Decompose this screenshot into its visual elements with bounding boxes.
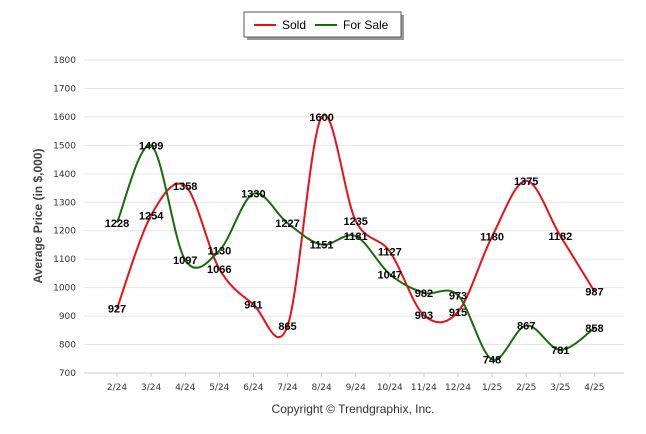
data-label-sold: 1235 bbox=[343, 216, 367, 228]
grid-lines bbox=[84, 59, 624, 374]
series-line-for-sale bbox=[116, 144, 595, 361]
data-label-for-sale: 858 bbox=[585, 323, 603, 335]
data-label-sold: 1066 bbox=[207, 264, 231, 276]
y-tick-label: 1000 bbox=[53, 284, 76, 294]
data-label-for-sale: 1151 bbox=[310, 240, 334, 252]
data-label-sold: 1358 bbox=[173, 181, 197, 193]
y-tick-label: 1400 bbox=[53, 170, 76, 180]
x-tick-label: 5/24 bbox=[209, 383, 229, 393]
series-lines bbox=[116, 113, 596, 361]
data-label-sold: 987 bbox=[585, 286, 603, 298]
series-line-sold bbox=[116, 113, 596, 338]
data-label-for-sale: 973 bbox=[449, 290, 467, 302]
y-tick-label: 1600 bbox=[53, 113, 76, 123]
y-tick-label: 700 bbox=[59, 369, 76, 379]
y-tick-label: 1700 bbox=[53, 84, 76, 94]
y-tick-label: 1100 bbox=[53, 255, 76, 265]
y-tick-label: 1800 bbox=[53, 56, 76, 66]
data-label-sold: 1254 bbox=[139, 210, 164, 222]
y-tick-label: 900 bbox=[59, 312, 76, 322]
data-label-sold: 1182 bbox=[548, 231, 572, 243]
x-tick-label: 1/25 bbox=[482, 383, 502, 393]
data-label-sold: 865 bbox=[278, 321, 296, 333]
data-label-sold: 927 bbox=[108, 303, 126, 315]
data-label-for-sale: 1227 bbox=[275, 218, 299, 230]
data-label-sold: 915 bbox=[449, 307, 467, 319]
data-label-sold: 1375 bbox=[514, 176, 538, 188]
legend: Sold For Sale bbox=[243, 11, 404, 40]
data-label-for-sale: 1499 bbox=[139, 141, 163, 153]
data-label-sold: 941 bbox=[244, 299, 262, 311]
y-tick-label: 1200 bbox=[53, 227, 76, 237]
data-labels: 927 1254 1358 1066 941 865 1600 1235 1127 903 915 1… bbox=[105, 112, 604, 366]
legend-label-sold: Sold bbox=[282, 18, 306, 32]
x-tick-label: 8/24 bbox=[311, 383, 331, 393]
data-label-for-sale: 982 bbox=[415, 288, 433, 300]
x-tick-label: 12/24 bbox=[445, 383, 471, 393]
x-tick-label: 2/25 bbox=[516, 383, 536, 393]
data-label-for-sale: 1228 bbox=[105, 218, 129, 230]
y-tick-label: 1300 bbox=[53, 198, 76, 208]
data-label-for-sale: 1181 bbox=[344, 231, 368, 243]
data-label-for-sale: 781 bbox=[551, 345, 569, 357]
data-label-sold: 903 bbox=[415, 310, 433, 322]
data-label-sold: 1180 bbox=[480, 231, 504, 243]
y-axis-tick-labels: 700 800 900 1000 1100 1200 1300 1400 1500 1600 170… bbox=[53, 56, 76, 379]
y-tick-label: 800 bbox=[59, 341, 76, 351]
x-tick-label: 3/24 bbox=[141, 383, 161, 393]
data-label-sold: 1600 bbox=[309, 112, 333, 124]
data-label-for-sale: 1130 bbox=[207, 246, 231, 258]
x-tick-label: 4/24 bbox=[175, 383, 195, 393]
data-label-for-sale: 748 bbox=[483, 354, 501, 366]
x-tick-label: 2/24 bbox=[107, 383, 127, 393]
copyright-text: Copyright © Trendgraphix, Inc. bbox=[272, 402, 435, 416]
data-label-for-sale: 1330 bbox=[241, 189, 265, 201]
data-label-for-sale: 1047 bbox=[378, 269, 402, 281]
x-tick-label: 10/24 bbox=[377, 383, 403, 393]
x-tick-label: 3/25 bbox=[550, 383, 570, 393]
x-tick-label: 11/24 bbox=[411, 383, 437, 393]
data-label-for-sale: 1097 bbox=[173, 255, 197, 267]
x-axis-tick-labels: 2/24 3/24 4/24 5/24 6/24 7/24 8/24 9/24 10/24 11/… bbox=[84, 372, 624, 393]
x-tick-label: 9/24 bbox=[346, 383, 366, 393]
data-label-sold: 1127 bbox=[378, 246, 402, 258]
x-tick-label: 4/25 bbox=[584, 383, 604, 393]
y-tick-label: 1500 bbox=[53, 141, 76, 151]
data-label-for-sale: 867 bbox=[517, 320, 535, 332]
x-tick-label: 6/24 bbox=[243, 383, 263, 393]
y-axis-title: Average Price (in $,000) bbox=[31, 149, 45, 284]
x-tick-label: 7/24 bbox=[277, 383, 297, 393]
legend-label-for-sale: For Sale bbox=[343, 18, 389, 32]
